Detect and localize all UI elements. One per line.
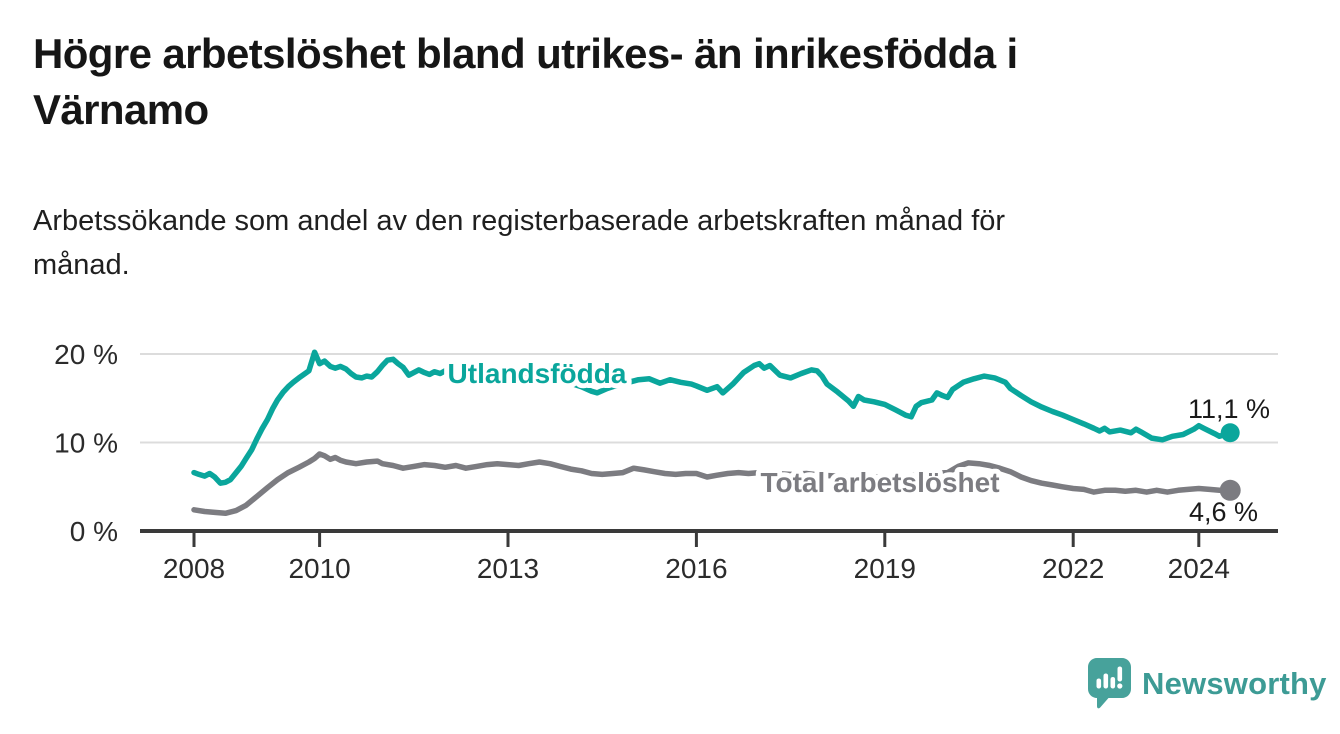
x-tick-label: 2008 <box>163 553 225 584</box>
y-axis-labels: 0 % 10 % 20 % <box>54 339 118 547</box>
x-tick-label: 2022 <box>1042 553 1104 584</box>
data-series <box>191 349 1233 517</box>
series-line-foreign-born <box>191 349 1233 486</box>
series-inline-label: Total arbetslöshet <box>760 467 999 498</box>
x-tick-label: 2019 <box>854 553 916 584</box>
gridlines <box>140 353 1278 444</box>
newsworthy-logo-icon <box>1088 658 1131 709</box>
logo-bars <box>1096 666 1123 689</box>
series-end-dot <box>1220 423 1240 443</box>
page-title: Högre arbetslöshet bland utrikes- än inr… <box>33 30 1018 133</box>
chart-subtitle: Arbetssökande som andel av den registerb… <box>33 205 1006 281</box>
x-axis <box>140 529 1278 547</box>
newsworthy-logo-text: Newsworthy <box>1142 665 1327 701</box>
x-tick-label: 2016 <box>665 553 727 584</box>
newsworthy-logo[interactable]: Newsworthy <box>1086 656 1327 711</box>
series-end-value-label: 11,1 % <box>1188 394 1270 424</box>
y-tick-label: 20 % <box>54 339 118 370</box>
series-line-total <box>191 451 1233 517</box>
x-tick-label: 2024 <box>1168 553 1230 584</box>
series-labels: Utlandsfödda 11,1 % Total arbetslöshet 4,6 … <box>443 353 1270 527</box>
series-end-value-label: 4,6 % <box>1189 497 1258 527</box>
x-tick-label: 2010 <box>288 553 350 584</box>
x-axis-labels: 2008 2010 2013 2016 2019 2022 2024 <box>163 553 1230 584</box>
y-tick-label: 10 % <box>54 428 118 459</box>
series-end-dot <box>1219 479 1241 501</box>
y-tick-label: 0 % <box>70 516 118 547</box>
series-inline-label: Utlandsfödda <box>448 358 627 389</box>
x-tick-label: 2013 <box>477 553 539 584</box>
